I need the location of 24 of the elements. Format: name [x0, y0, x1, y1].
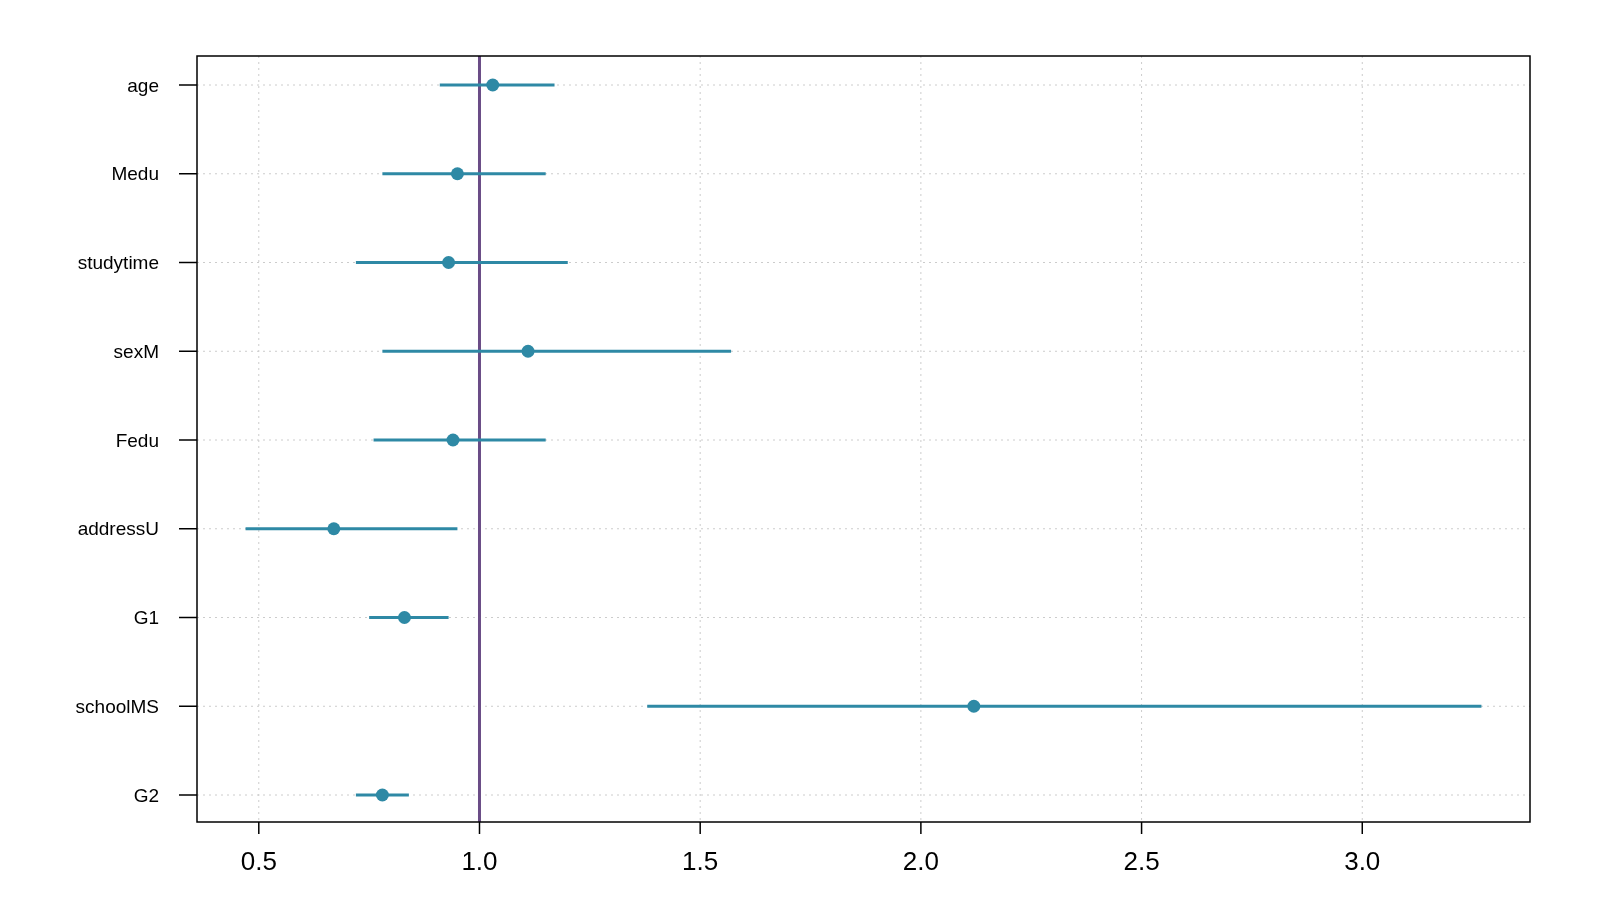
y-tick-label: Fedu: [115, 429, 159, 451]
x-tick-label: 2.5: [1123, 846, 1160, 876]
point: [486, 78, 500, 92]
point: [967, 699, 981, 713]
y-tick-label: G2: [133, 784, 159, 806]
y-tick-label: Medu: [111, 163, 159, 185]
point: [375, 788, 389, 802]
x-tick-label: 2.0: [902, 846, 939, 876]
y-tick-label: sexM: [113, 340, 159, 362]
y-tick-label: G1: [133, 607, 159, 629]
y-tick-label: schoolMS: [75, 695, 159, 717]
point: [397, 611, 411, 624]
x-tick-label: 0.5: [240, 846, 277, 876]
x-tick-label: 1.5: [682, 846, 719, 876]
y-tick-label: studytime: [77, 252, 159, 274]
point: [327, 522, 341, 536]
x-tick-label: 3.0: [1344, 846, 1381, 876]
point: [521, 344, 535, 358]
point: [450, 167, 464, 181]
point: [446, 433, 460, 447]
y-tick-label: addressU: [77, 518, 159, 540]
point: [442, 256, 456, 269]
x-tick-label: 1.0: [461, 846, 498, 876]
y-tick-label: age: [127, 74, 159, 96]
